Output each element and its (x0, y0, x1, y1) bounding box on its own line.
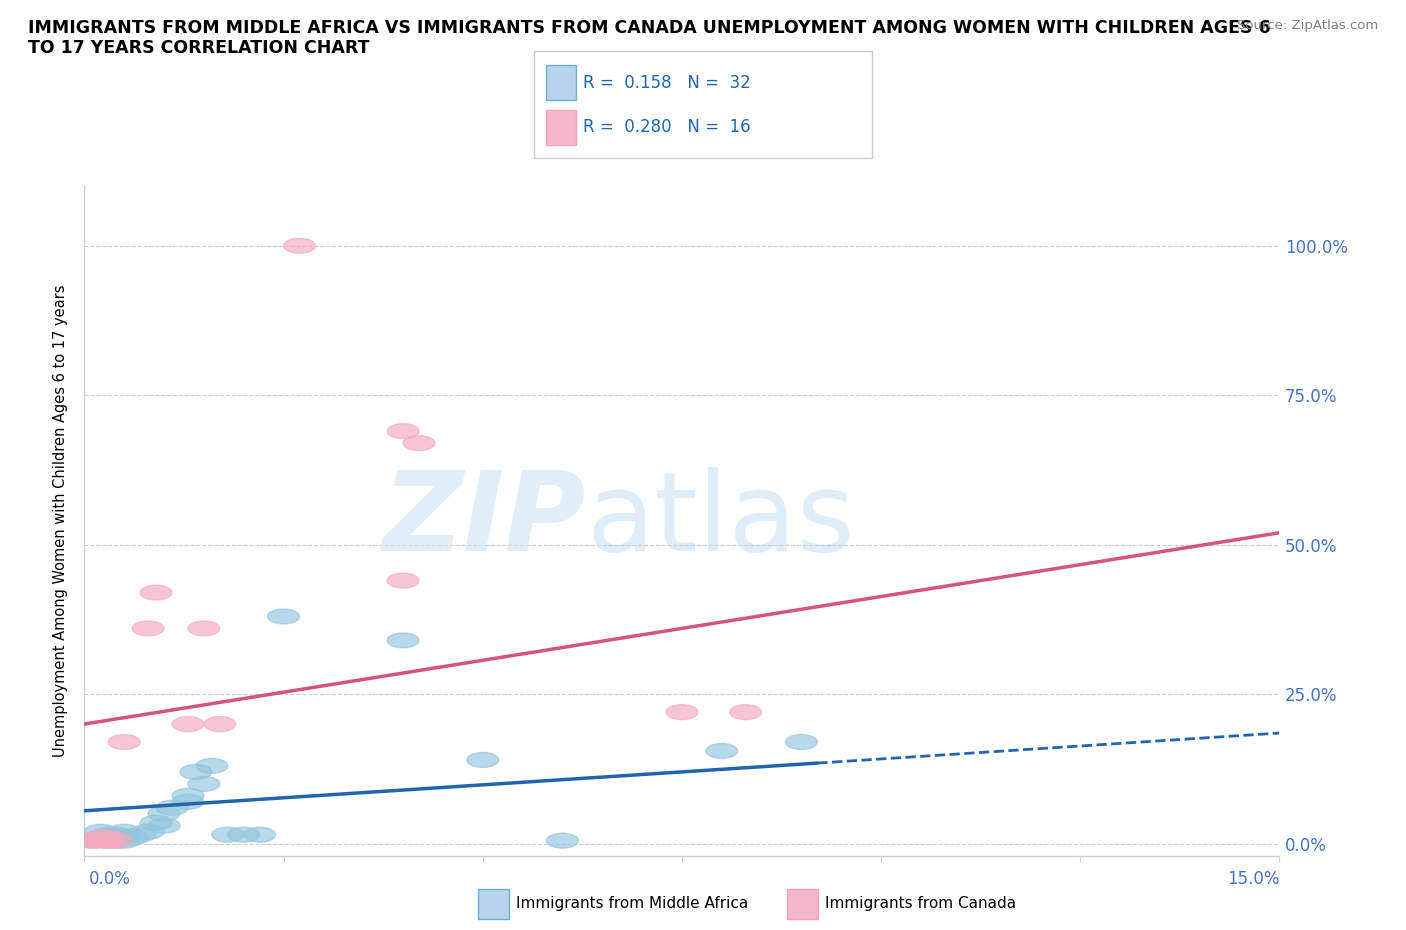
Ellipse shape (188, 777, 219, 791)
Ellipse shape (141, 585, 172, 600)
Ellipse shape (188, 621, 219, 636)
Ellipse shape (93, 830, 124, 845)
Ellipse shape (404, 435, 434, 450)
Ellipse shape (547, 833, 578, 848)
Ellipse shape (204, 717, 236, 732)
Ellipse shape (666, 705, 697, 720)
Ellipse shape (100, 833, 132, 848)
Ellipse shape (228, 827, 260, 843)
Ellipse shape (172, 794, 204, 809)
Ellipse shape (100, 827, 132, 843)
Ellipse shape (172, 717, 204, 732)
Ellipse shape (76, 833, 108, 848)
Text: Source: ZipAtlas.com: Source: ZipAtlas.com (1237, 19, 1378, 32)
Ellipse shape (93, 827, 124, 843)
Ellipse shape (156, 801, 188, 816)
Text: 0.0%: 0.0% (89, 870, 131, 887)
Ellipse shape (284, 238, 315, 253)
Ellipse shape (132, 824, 165, 839)
Ellipse shape (93, 830, 124, 845)
Ellipse shape (786, 735, 817, 750)
Ellipse shape (212, 827, 243, 843)
Ellipse shape (706, 743, 738, 759)
Ellipse shape (84, 824, 117, 839)
Ellipse shape (148, 818, 180, 833)
Y-axis label: Unemployment Among Women with Children Ages 6 to 17 years: Unemployment Among Women with Children A… (53, 285, 69, 757)
Ellipse shape (84, 833, 117, 848)
Text: atlas: atlas (586, 467, 855, 575)
Ellipse shape (100, 833, 132, 848)
Ellipse shape (108, 735, 141, 750)
Ellipse shape (93, 833, 124, 848)
Ellipse shape (267, 609, 299, 624)
Ellipse shape (195, 759, 228, 774)
Ellipse shape (84, 830, 117, 845)
Ellipse shape (180, 764, 212, 779)
Text: ZIP: ZIP (382, 467, 586, 575)
Ellipse shape (243, 827, 276, 843)
Ellipse shape (108, 833, 141, 848)
Text: Immigrants from Middle Africa: Immigrants from Middle Africa (516, 897, 748, 911)
Text: IMMIGRANTS FROM MIDDLE AFRICA VS IMMIGRANTS FROM CANADA UNEMPLOYMENT AMONG WOMEN: IMMIGRANTS FROM MIDDLE AFRICA VS IMMIGRA… (28, 19, 1271, 58)
Ellipse shape (467, 752, 499, 767)
Text: R =  0.280   N =  16: R = 0.280 N = 16 (583, 118, 751, 137)
Ellipse shape (132, 621, 165, 636)
Ellipse shape (117, 830, 148, 845)
Ellipse shape (124, 827, 156, 843)
Text: Immigrants from Canada: Immigrants from Canada (825, 897, 1017, 911)
Ellipse shape (93, 833, 124, 848)
Ellipse shape (100, 830, 132, 845)
Ellipse shape (172, 789, 204, 804)
Ellipse shape (148, 806, 180, 821)
Ellipse shape (730, 705, 762, 720)
Ellipse shape (108, 824, 141, 839)
Text: R =  0.158   N =  32: R = 0.158 N = 32 (583, 73, 751, 92)
Text: 15.0%: 15.0% (1227, 870, 1279, 887)
Ellipse shape (84, 830, 117, 845)
Ellipse shape (387, 573, 419, 588)
Ellipse shape (387, 633, 419, 648)
Ellipse shape (141, 816, 172, 830)
Ellipse shape (387, 424, 419, 439)
Ellipse shape (76, 833, 108, 848)
